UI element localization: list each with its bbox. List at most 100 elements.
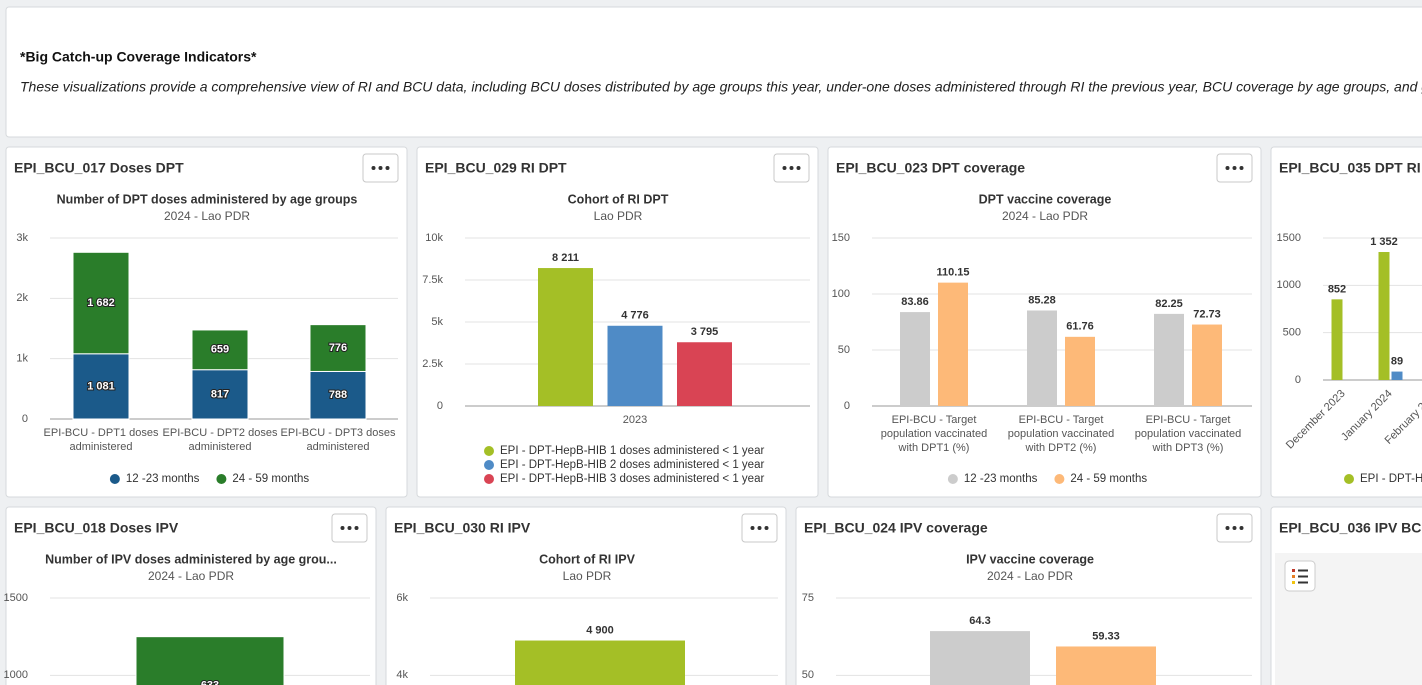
bar-value-label: 110.15 [936,267,969,279]
chart-title: DPT vaccine coverage [979,192,1112,206]
bar [1391,371,1403,380]
x-tick-label: EPI-BCU - Target population vaccinated w… [880,414,988,454]
x-tick-label: EPI-BCU - DPT3 doses administered [280,427,396,453]
legend-label: EPI - DPT-HepB-HIB 3 doses administered … [500,473,764,485]
y-tick-label: 1500 [4,592,28,604]
x-tick-label-box: 2023 [623,414,647,426]
bar [191,369,249,420]
bar [900,312,930,406]
y-tick-label: 0 [437,400,443,412]
menu-dot [340,526,345,530]
menu-button[interactable] [1216,513,1253,543]
bar [1378,252,1390,380]
legend-icon-swatch [1292,581,1295,584]
legend-label: 12 -23 months [126,473,200,485]
legend-icon-swatch [1292,569,1295,572]
menu-button[interactable] [1216,153,1253,183]
y-tick-label: 1000 [1277,279,1301,291]
chart-subtitle: 2024 - Lao PDR [164,209,250,223]
header-panel [5,6,1422,138]
menu-button[interactable] [773,153,810,183]
chart-title: Number of IPV doses administered by age … [45,552,337,566]
y-tick-label: 75 [802,592,814,604]
y-tick-label: 1500 [1277,232,1301,244]
panel-title: EPI_BCU_036 IPV BCU [1279,520,1422,536]
bar [1056,646,1156,685]
legend-marker [1344,474,1354,484]
y-tick-label: 0 [22,413,28,425]
bar [191,329,249,371]
y-tick-label: 150 [832,232,850,244]
bar-value-label: 1 352 [1370,236,1398,248]
menu-button[interactable] [741,513,778,543]
map-legend-button[interactable] [1284,560,1316,592]
bar [1065,336,1095,406]
menu-dot [764,526,769,530]
y-tick-label: 100 [832,288,850,300]
y-tick-label: 4k [396,669,408,681]
x-tick-label: EPI-BCU - Target population vaccinated w… [1007,414,1115,454]
menu-button[interactable] [331,513,368,543]
chart-title: IPV vaccine coverage [966,552,1094,566]
legend-label: 12 -23 months [964,473,1038,485]
bar-value-label: 659 [211,344,229,356]
bar [607,325,663,406]
y-tick-label: 50 [802,669,814,681]
bar-value-label: 82.25 [1155,298,1183,310]
x-tick-label-box: EPI-BCU - Target population vaccinated w… [1134,414,1242,454]
bar-value-label: 852 [1328,283,1346,295]
chart-panel [795,506,1262,685]
legend-marker [484,446,494,456]
y-tick-label: 2.5k [422,358,443,370]
bar-value-label: 633 [201,680,219,685]
legend-item: 24 - 59 months [1054,473,1147,485]
panel-title: EPI_BCU_017 Doses DPT [14,160,184,176]
header-description: These visualizations provide a comprehen… [20,79,1422,95]
bar [72,251,130,355]
y-tick-label: 1000 [4,669,28,681]
menu-dot [757,526,762,530]
legend-marker [947,474,958,484]
y-tick-label: 2k [16,292,28,304]
y-tick-label: 0 [844,400,850,412]
bar [1154,313,1184,406]
legend-label: 24 - 59 months [1070,473,1147,485]
legend-item: EPI - DPT-HepB-HIB 1 doses administered … [1344,473,1422,485]
bar [1331,299,1343,380]
bar-value-label: 85.28 [1028,294,1056,306]
menu-dot [385,166,390,170]
bar [538,268,593,406]
menu-button[interactable] [362,153,399,183]
x-tick-label-box: EPI-BCU - Target population vaccinated w… [880,414,988,454]
legend-item: 24 - 59 months [216,473,309,485]
header-title: *Big Catch-up Coverage Indicators* [20,49,257,65]
menu-dot [1239,526,1244,530]
menu-dot [347,526,352,530]
x-tick-label-box: EPI-BCU - DPT2 doses administered [163,427,278,453]
bar [515,640,685,685]
chart-title: Number of DPT doses administered by age … [57,192,358,206]
legend-label: 24 - 59 months [232,473,309,485]
legend-label: EPI - DPT-HepB-HIB 1 doses administered … [500,445,764,457]
legend-item: 12 -23 months [109,473,200,485]
y-tick-label: 5k [431,316,443,328]
y-tick-label: 10k [425,232,443,244]
x-tick-label: EPI-BCU - Target population vaccinated w… [1134,414,1242,454]
menu-dot [1239,166,1244,170]
panel-title: EPI_BCU_023 DPT coverage [836,160,1025,176]
legend-marker [1054,474,1065,484]
legend-label: EPI - DPT-HepB-HIB 2 doses administered … [500,459,764,471]
bar-value-label: 1 081 [87,380,115,392]
legend-marker [216,474,227,484]
menu-dot [378,166,383,170]
bar-value-label: 3 795 [691,326,719,338]
menu-dot [371,166,376,170]
bar-value-label: 776 [329,342,347,354]
bar [1192,324,1222,406]
y-tick-label: 0 [1295,374,1301,386]
bar-value-label: 89 [1391,355,1403,367]
chart-subtitle: Lao PDR [563,569,612,583]
bar-value-label: 4 776 [621,310,649,322]
chart-title: Cohort of RI IPV [539,552,635,566]
y-tick-label: 6k [396,592,408,604]
